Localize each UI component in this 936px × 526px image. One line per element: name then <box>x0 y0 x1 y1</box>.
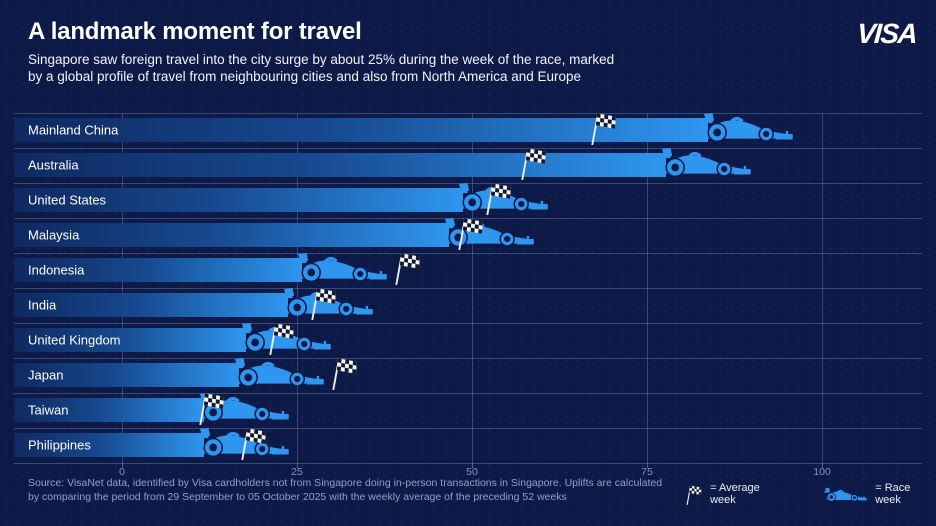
country-label: Australia <box>28 157 79 173</box>
checkered-flag-icon <box>263 321 297 355</box>
f1-car-icon <box>823 487 867 502</box>
country-label: Mainland China <box>28 122 119 138</box>
grid-line-horizontal <box>14 393 922 394</box>
table-row: Indonesia <box>14 258 922 282</box>
checkered-flag-icon <box>305 286 339 320</box>
country-label: United Kingdom <box>28 332 121 348</box>
country-label: Indonesia <box>28 262 85 278</box>
checkered-flag-icon <box>452 216 486 250</box>
f1-car-icon <box>292 253 388 281</box>
grid-line-horizontal <box>14 288 922 289</box>
subtitle-line-2: by a global profile of travel from neigh… <box>28 68 582 84</box>
checkered-flag-icon <box>480 181 514 215</box>
grid-line-horizontal <box>14 463 922 464</box>
country-label: Japan <box>28 367 64 383</box>
table-row: Australia <box>14 153 922 177</box>
axis-tick <box>472 463 473 468</box>
grid-line-vertical <box>822 113 823 463</box>
checkered-flag-icon <box>515 146 549 180</box>
grid-line-vertical <box>122 113 123 463</box>
country-label: India <box>28 297 57 313</box>
grid-line-horizontal <box>14 358 922 359</box>
checkered-flag-icon <box>389 251 423 285</box>
race-week-bar <box>14 293 288 317</box>
source-line-1: Source: VisaNet data, identified by Visa… <box>28 477 663 489</box>
legend: = Average week = Race week <box>684 481 936 507</box>
axis-tick-label: 50 <box>466 466 478 478</box>
grid-line-horizontal <box>14 183 922 184</box>
grid-line-horizontal <box>14 218 922 219</box>
subtitle: Singapore saw foreign travel into the ci… <box>28 52 614 85</box>
axis-tick <box>122 463 123 468</box>
table-row: Mainland China <box>14 118 922 142</box>
axis-tick-label: 25 <box>291 466 303 478</box>
table-row: Malaysia <box>14 223 922 247</box>
f1-car-icon <box>698 113 794 141</box>
subtitle-line-1: Singapore saw foreign travel into the ci… <box>28 52 615 67</box>
race-week-bar <box>14 258 302 282</box>
country-label: Philippines <box>28 437 91 453</box>
checkered-flag-icon <box>193 391 227 425</box>
source-line-2: by comparing the period from 29 Septembe… <box>28 490 567 503</box>
checkered-flag-icon <box>585 111 619 145</box>
checkered-flag-icon <box>684 483 702 506</box>
axis-tick-label: 75 <box>641 466 653 478</box>
axis-tick-label: 100 <box>813 466 831 478</box>
axis-tick-label: 0 <box>119 466 125 478</box>
race-week-bar <box>14 188 463 212</box>
race-week-bar <box>14 153 666 177</box>
race-week-bar <box>14 398 204 422</box>
race-week-bar <box>14 433 204 457</box>
race-week-bar <box>14 328 246 352</box>
table-row: India <box>14 293 922 317</box>
table-row: Japan <box>14 363 922 387</box>
source-note: Source: VisaNet data, identified by Visa… <box>28 477 662 504</box>
table-row: Taiwan <box>14 398 922 422</box>
checkered-flag-icon <box>326 356 360 390</box>
grid-line-horizontal <box>14 323 922 324</box>
f1-car-icon <box>229 358 325 386</box>
country-label: Malaysia <box>28 227 80 243</box>
table-row: United Kingdom <box>14 328 922 352</box>
page-title: A landmark moment for travel <box>28 18 362 45</box>
table-row: United States <box>14 188 922 212</box>
grid-line-vertical <box>472 113 473 463</box>
axis-tick <box>822 463 823 468</box>
grid-line-vertical <box>647 113 648 463</box>
legend-average-label: = Average week <box>710 482 760 506</box>
race-week-bar <box>14 223 449 247</box>
grid-line-horizontal <box>14 253 922 254</box>
grid-line-vertical <box>297 113 298 463</box>
checkered-flag-icon <box>235 426 269 460</box>
legend-race-label: = Race week <box>875 482 911 506</box>
grid-line-horizontal <box>14 148 922 149</box>
country-label: Taiwan <box>28 402 69 418</box>
race-week-bar <box>14 363 239 387</box>
grid-line-horizontal <box>14 428 922 429</box>
f1-car-icon <box>656 148 752 176</box>
grid-line-horizontal <box>14 113 922 114</box>
axis-tick <box>647 463 648 468</box>
axis-tick <box>297 463 298 468</box>
table-row: Philippines <box>14 433 922 457</box>
country-label: United States <box>28 192 107 208</box>
race-week-bar <box>14 118 708 142</box>
